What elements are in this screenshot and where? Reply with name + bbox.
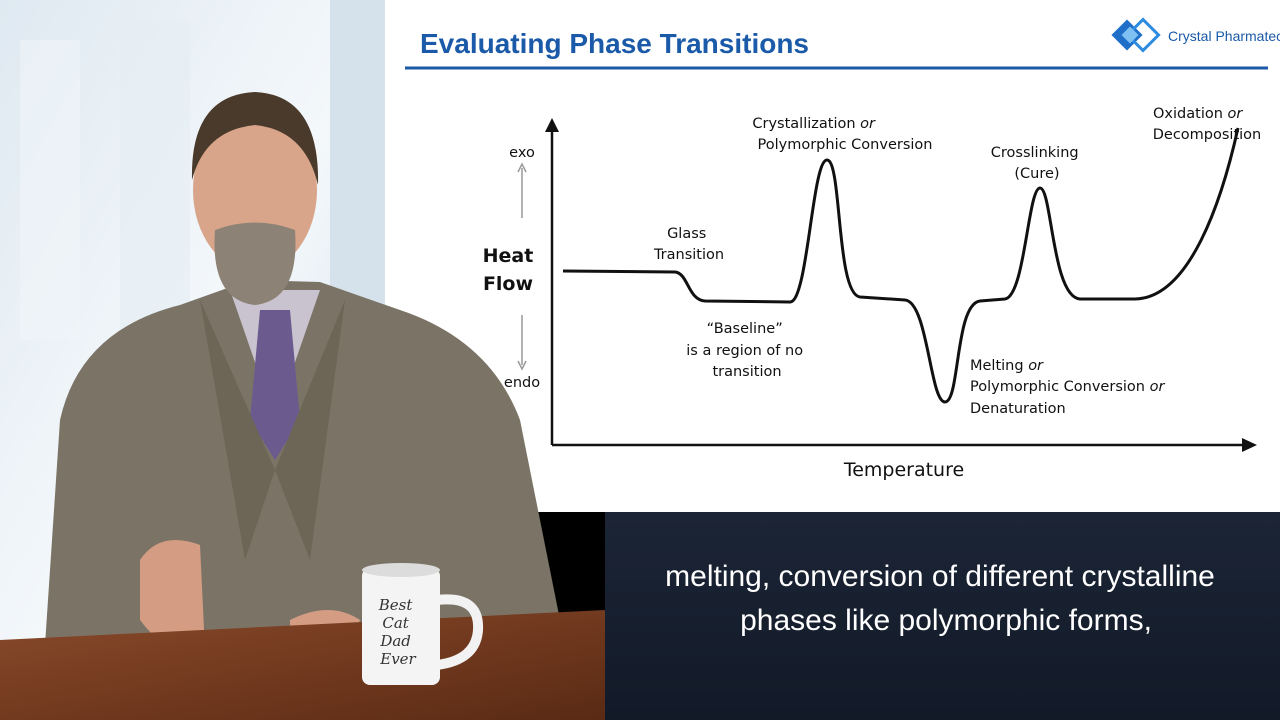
annotation-line: Crosslinking xyxy=(991,145,1079,161)
y-axis-label: Heat xyxy=(483,245,534,267)
endo-label: endo xyxy=(504,375,540,391)
window xyxy=(20,40,80,340)
exo-label: exo xyxy=(509,145,535,161)
caption-line: melting, conversion of different crystal… xyxy=(665,560,1215,593)
slide-title: Evaluating Phase Transitions xyxy=(420,28,809,59)
mug-text: Best Cat Dad Ever xyxy=(378,596,417,668)
direction-arrows xyxy=(517,162,527,371)
annotation-line: Transition xyxy=(653,247,724,263)
annotation-line: is a region of no xyxy=(686,343,803,359)
annotation-line: transition xyxy=(712,364,781,380)
annotation-line: Crystallization xyxy=(752,116,855,132)
y-axis-label: Flow xyxy=(483,273,533,295)
annotation: Crystallization or Polymorphic Conversio… xyxy=(752,116,932,153)
annotation-line: Polymorphic Conversion xyxy=(758,137,933,153)
annotation-line: Denaturation xyxy=(970,401,1066,417)
annotation: Melting or Polymorphic Conversion or Den… xyxy=(970,358,1169,417)
axes xyxy=(550,124,1250,447)
mug xyxy=(362,563,484,685)
table xyxy=(0,610,605,720)
annotation: Crosslinking (Cure) xyxy=(991,145,1083,182)
annotation-em: or xyxy=(860,116,876,132)
annotation: Glass Transition xyxy=(653,226,724,263)
mug-text-line: Best xyxy=(378,596,414,614)
mug-text-line: Ever xyxy=(379,650,416,668)
x-axis-label: Temperature xyxy=(843,459,964,481)
logo-text: Crystal Pharmatech xyxy=(1168,28,1280,44)
mug-text-line: Cat xyxy=(382,614,409,632)
y-axis-arrow xyxy=(545,118,559,132)
annotation-em: or xyxy=(1228,106,1244,122)
slide xyxy=(385,0,1280,512)
annotation: “Baseline” is a region of no transition xyxy=(686,321,807,380)
annotation: Oxidation or Decomposition xyxy=(1153,106,1262,143)
mug-text-line: Dad xyxy=(379,632,411,650)
annotation-line: Glass xyxy=(667,226,706,242)
annotation-em: or xyxy=(1150,379,1166,395)
x-axis-arrow xyxy=(1242,438,1257,452)
annotation-em: or xyxy=(1028,358,1044,374)
window xyxy=(120,20,190,340)
annotation-line: Oxidation xyxy=(1153,106,1223,122)
annotation-line: (Cure) xyxy=(1014,166,1059,182)
dsc-curve xyxy=(562,127,1240,404)
caption-panel xyxy=(605,512,1280,720)
caption-line: phases like polymorphic forms, xyxy=(740,604,1152,637)
annotation-line: Polymorphic Conversion xyxy=(970,379,1145,395)
annotation-line: “Baseline” xyxy=(707,321,783,337)
annotation-line: Melting xyxy=(970,358,1024,374)
annotation-line: Decomposition xyxy=(1153,127,1262,143)
